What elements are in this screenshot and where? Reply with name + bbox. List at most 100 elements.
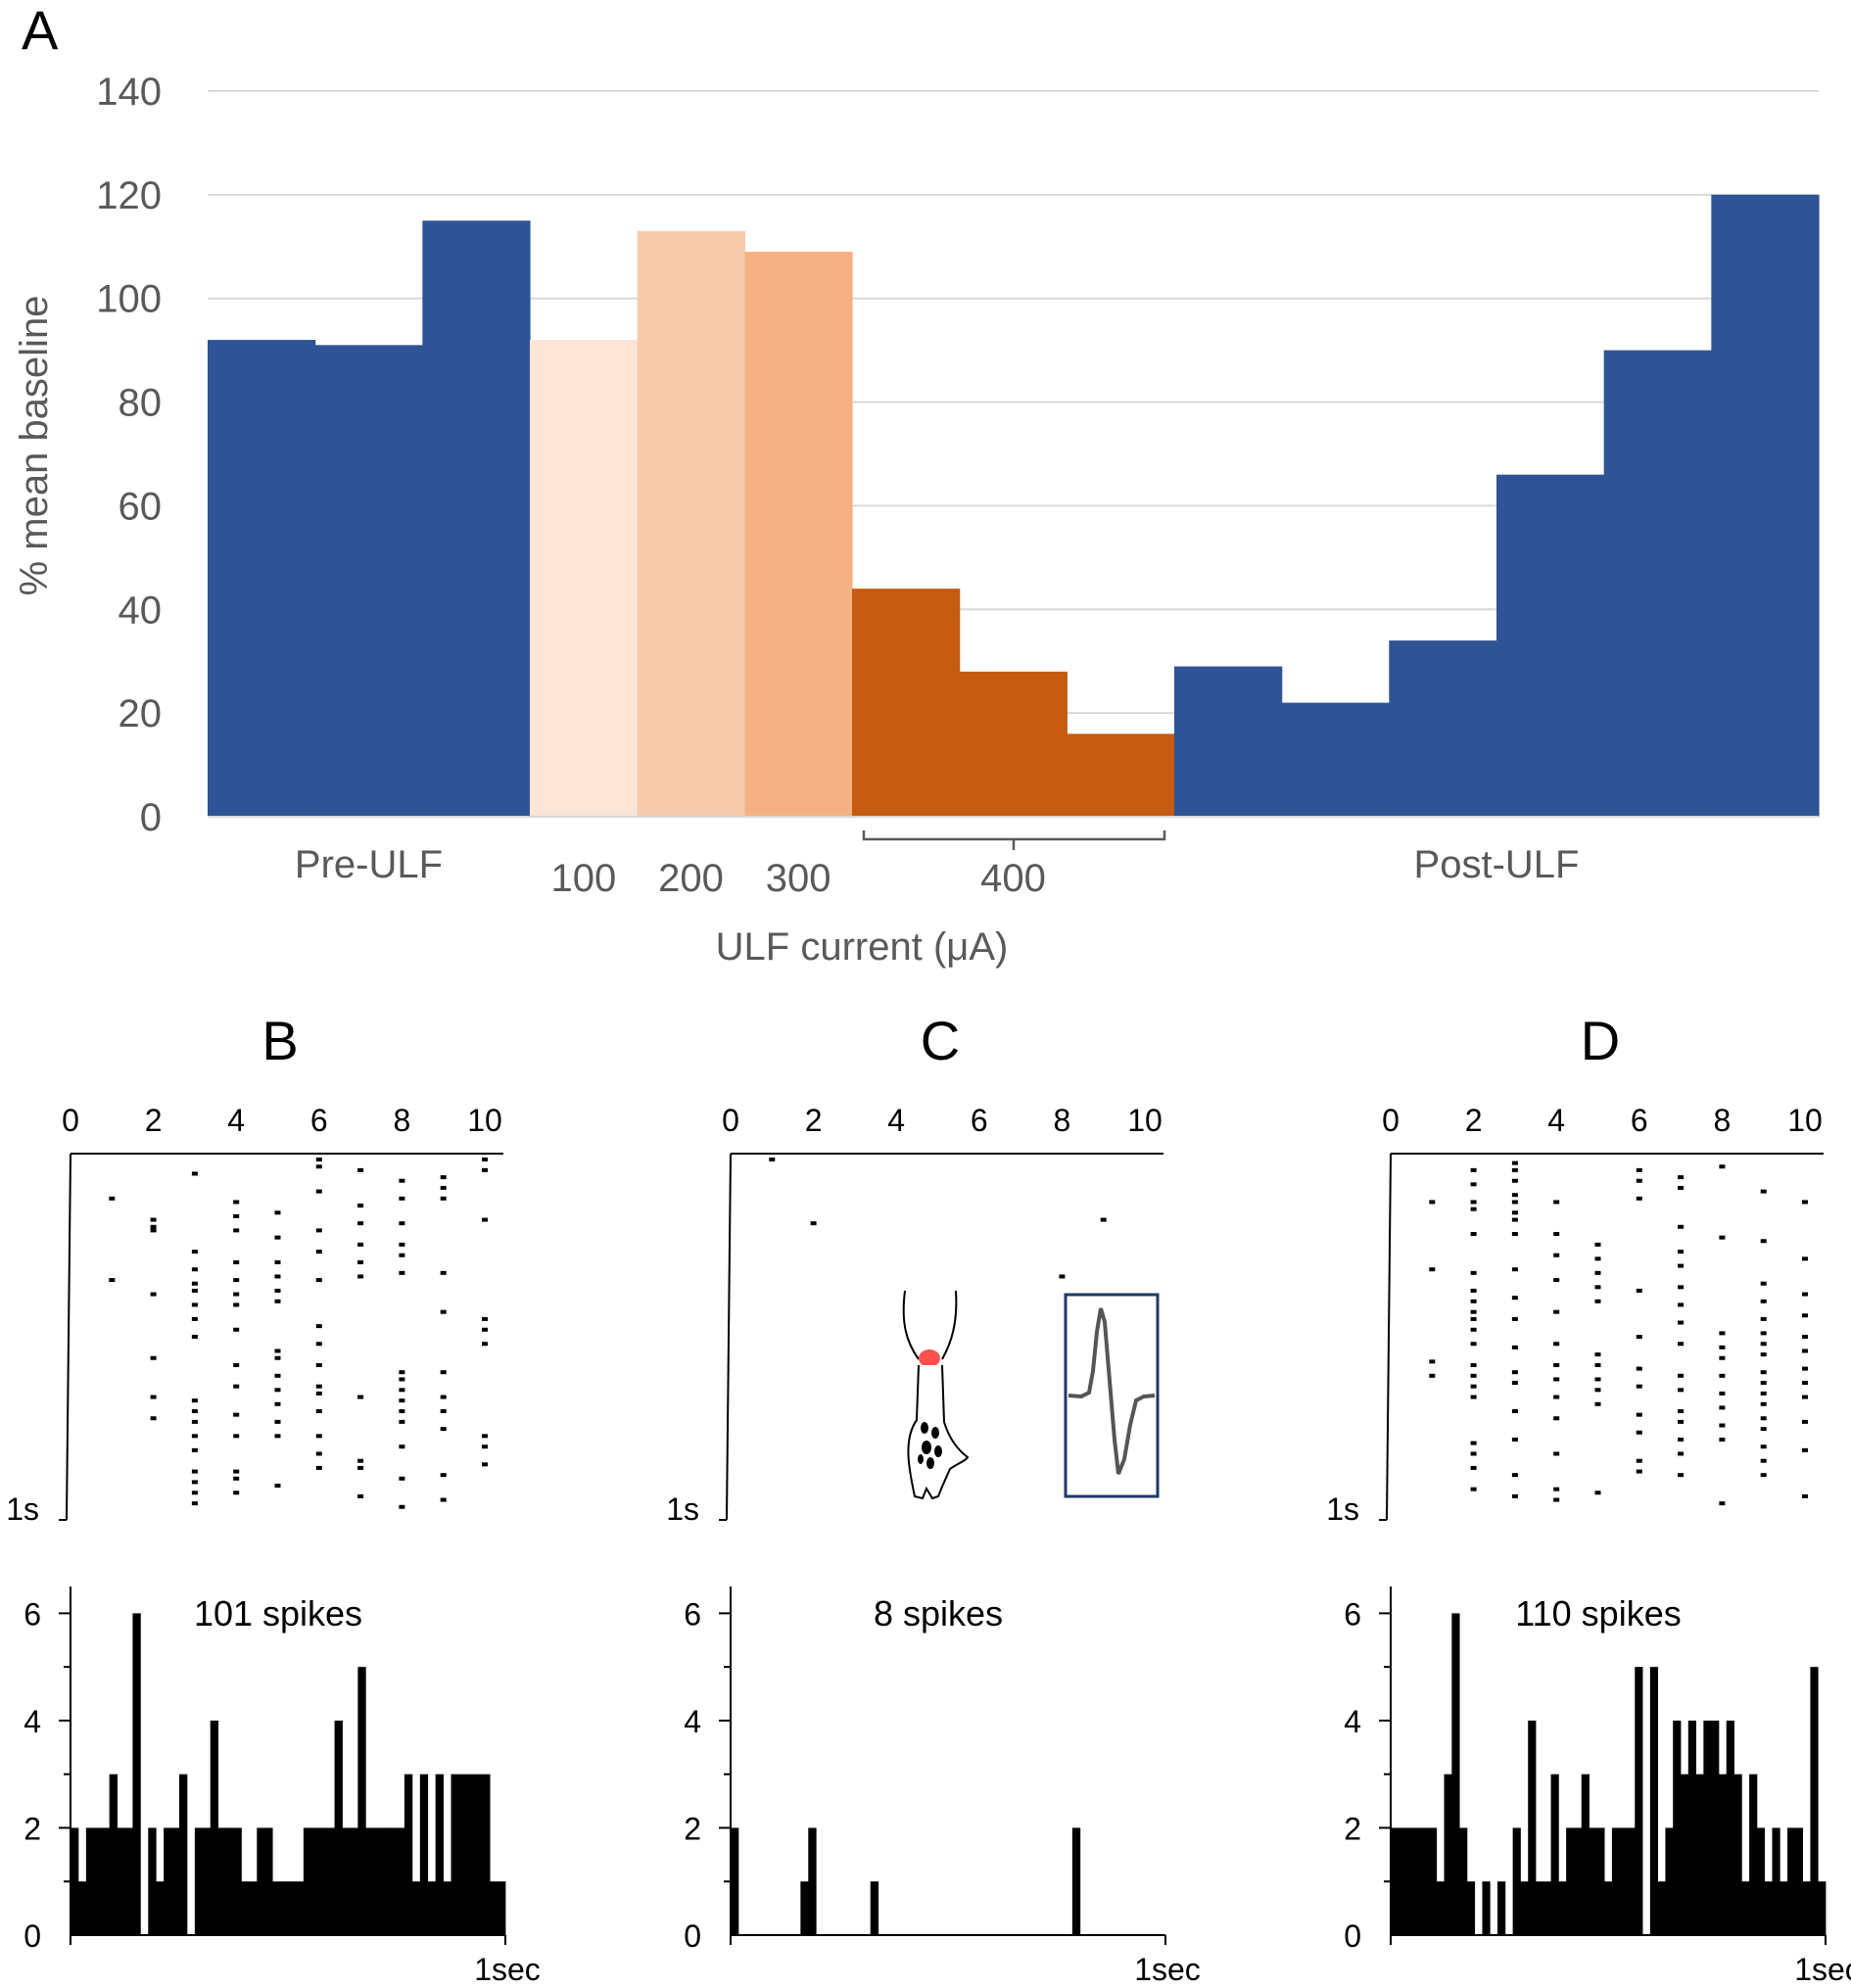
y-tick-label: 100 <box>96 278 162 321</box>
histogram-y-tick-label: 6 <box>24 1596 41 1632</box>
spike-tick <box>1719 1391 1726 1396</box>
spike-tick <box>1511 1160 1518 1165</box>
spike-tick <box>482 1316 488 1321</box>
spike-tick <box>1553 1362 1560 1367</box>
bar <box>1603 350 1712 817</box>
histogram-bar <box>1444 1774 1452 1935</box>
spike-tick <box>1594 1401 1601 1406</box>
raster-x-tick-label: 4 <box>1547 1103 1565 1138</box>
spike-tick <box>1760 1444 1767 1449</box>
spike-tick <box>1511 1178 1518 1183</box>
y-tick-labels: 0 20 40 60 80 100 120 140 <box>96 71 162 839</box>
spike-tick <box>357 1167 364 1172</box>
histogram-bar <box>1756 1827 1766 1935</box>
spike-tick <box>1760 1416 1767 1421</box>
spike-tick <box>1678 1473 1685 1478</box>
histogram-bar <box>451 1774 459 1935</box>
spike-tick <box>357 1465 364 1470</box>
histogram-bar <box>490 1881 498 1935</box>
bar <box>744 252 853 817</box>
spike-tick <box>482 1217 488 1222</box>
spike-tick <box>233 1200 240 1205</box>
400-bracket <box>862 830 1166 850</box>
spike-count-label: 101 spikes <box>194 1593 362 1633</box>
histogram-bar <box>1718 1774 1728 1935</box>
spike-tick <box>482 1434 488 1439</box>
spike-tick <box>1470 1373 1477 1378</box>
histogram-bar <box>1794 1827 1804 1935</box>
spike-tick <box>315 1189 322 1194</box>
spike-tick <box>191 1171 198 1176</box>
spike-tick <box>233 1384 240 1389</box>
spike-tick <box>1594 1242 1601 1247</box>
histogram-bar <box>1711 1720 1720 1935</box>
spike-tick <box>440 1497 447 1502</box>
histogram-bar <box>148 1827 157 1935</box>
spike-tick <box>1719 1331 1726 1336</box>
histogram-bar <box>1566 1827 1575 1935</box>
spike-tick <box>1511 1381 1518 1386</box>
spike-tick <box>191 1302 198 1307</box>
spike-tick <box>191 1419 198 1424</box>
spike-tick <box>399 1398 405 1403</box>
bar <box>1389 640 1497 817</box>
spike-tick <box>315 1409 322 1414</box>
spike-tick <box>315 1465 322 1470</box>
histogram-bar <box>373 1827 382 1935</box>
raster-y-axis <box>1386 1153 1392 1521</box>
spike-tick <box>1636 1178 1642 1183</box>
spike-tick <box>357 1493 364 1498</box>
spike-tick <box>769 1158 776 1161</box>
histogram-bar <box>1391 1827 1400 1935</box>
histogram-bar <box>1703 1720 1712 1935</box>
spike-tick <box>1511 1370 1518 1375</box>
spike-tick <box>1802 1395 1808 1399</box>
y-tick-label: 120 <box>96 174 162 217</box>
spike-tick <box>1470 1316 1477 1321</box>
histogram-bar <box>1413 1827 1422 1935</box>
spike-tick <box>1594 1352 1601 1357</box>
panel-a: A 0 20 40 60 80 100 120 140 % mean baseline Pre… <box>13 0 1820 969</box>
histogram-bar <box>1726 1720 1734 1935</box>
spike-tick <box>1678 1409 1685 1414</box>
group-label-i300: 300 <box>766 857 831 900</box>
histogram-bar <box>210 1720 219 1935</box>
histogram-bar <box>397 1827 405 1935</box>
spike-tick <box>150 1292 157 1297</box>
spike-tick <box>1802 1335 1808 1339</box>
spike-tick <box>482 1167 488 1172</box>
spike-tick <box>233 1362 240 1367</box>
spike-tick <box>1636 1366 1642 1371</box>
histogram-bar <box>1405 1827 1414 1935</box>
spike-tick <box>357 1274 364 1279</box>
spike-tick <box>1760 1299 1767 1303</box>
bar <box>422 220 531 818</box>
stimulation-inset <box>902 1290 1160 1500</box>
spike-tick <box>315 1278 322 1283</box>
spike-tick <box>1636 1335 1642 1339</box>
histogram-bar <box>124 1827 133 1935</box>
spike-tick <box>482 1327 488 1332</box>
raster-x-tick-label: 2 <box>145 1103 163 1138</box>
histogram-bar <box>1627 1827 1636 1935</box>
raster-x-tick-label: 10 <box>1787 1103 1823 1138</box>
spike-tick <box>1760 1316 1767 1321</box>
histogram-bar <box>179 1774 188 1935</box>
spike-tick <box>150 1224 157 1229</box>
spike-tick <box>1470 1270 1477 1275</box>
histogram-bar <box>132 1613 141 1935</box>
spike-tick <box>233 1302 240 1307</box>
spike-tick <box>1594 1270 1601 1275</box>
spike-tick <box>1100 1217 1107 1222</box>
spike-tick <box>399 1388 405 1393</box>
y-tick-label: 20 <box>119 692 163 735</box>
raster-x-tick-label: 4 <box>887 1103 905 1138</box>
spike-tick <box>191 1335 198 1339</box>
spike-tick <box>1470 1395 1477 1399</box>
spike-tick <box>1470 1362 1477 1367</box>
spike-tick <box>1678 1175 1685 1180</box>
raster-y-label: 1s <box>6 1491 39 1527</box>
bar <box>1711 194 1820 817</box>
histogram-y-tick-label: 0 <box>1344 1918 1361 1954</box>
histogram-bar <box>1649 1667 1659 1935</box>
